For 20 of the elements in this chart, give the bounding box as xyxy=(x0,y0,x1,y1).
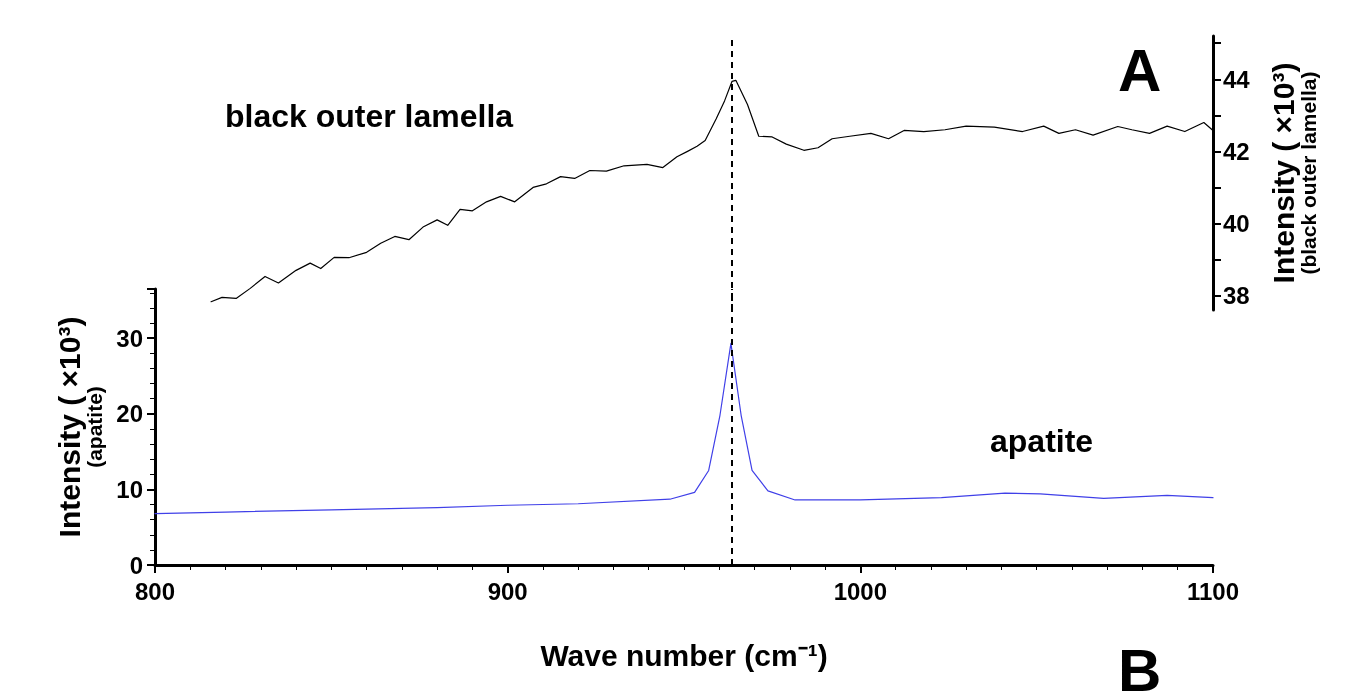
annotation: A xyxy=(1118,36,1162,104)
annotation: black outer lamella xyxy=(225,98,514,134)
line-series xyxy=(154,342,1214,515)
y-tick-label: 30 xyxy=(116,324,143,352)
y2-tick-label: 40 xyxy=(1223,209,1250,237)
y-tick-label: 10 xyxy=(116,475,143,503)
x-tick-label: 900 xyxy=(487,577,528,605)
y2-tick-label: 44 xyxy=(1223,65,1251,93)
y2-tick-label: 42 xyxy=(1223,137,1250,165)
x-tick-label: 1100 xyxy=(1186,577,1240,605)
y2-tick-label: 38 xyxy=(1223,282,1250,310)
x-axis-title: Wave number (cm⁻¹) xyxy=(540,638,828,672)
y2-axis-title: Intensity ( ×10³) (black outer lamella) xyxy=(1266,62,1320,284)
text: B xyxy=(1118,636,1162,700)
y-tick-label: 0 xyxy=(129,551,143,579)
annotation: apatite xyxy=(990,423,1094,459)
x-tick-label: 1000 xyxy=(833,577,888,605)
y-tick-label: 20 xyxy=(116,400,143,428)
y-axis-title: Intensity ( ×10³) (apatite) xyxy=(52,316,106,538)
x-tick-label: 800 xyxy=(134,577,176,605)
